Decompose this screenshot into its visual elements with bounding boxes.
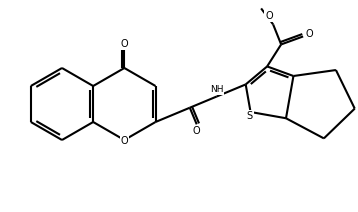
Text: O: O bbox=[193, 126, 200, 136]
Text: O: O bbox=[265, 11, 273, 21]
Text: O: O bbox=[121, 136, 128, 146]
Text: O: O bbox=[121, 39, 128, 49]
Text: O: O bbox=[305, 29, 313, 39]
Text: NH: NH bbox=[210, 85, 224, 94]
Text: S: S bbox=[247, 111, 253, 121]
